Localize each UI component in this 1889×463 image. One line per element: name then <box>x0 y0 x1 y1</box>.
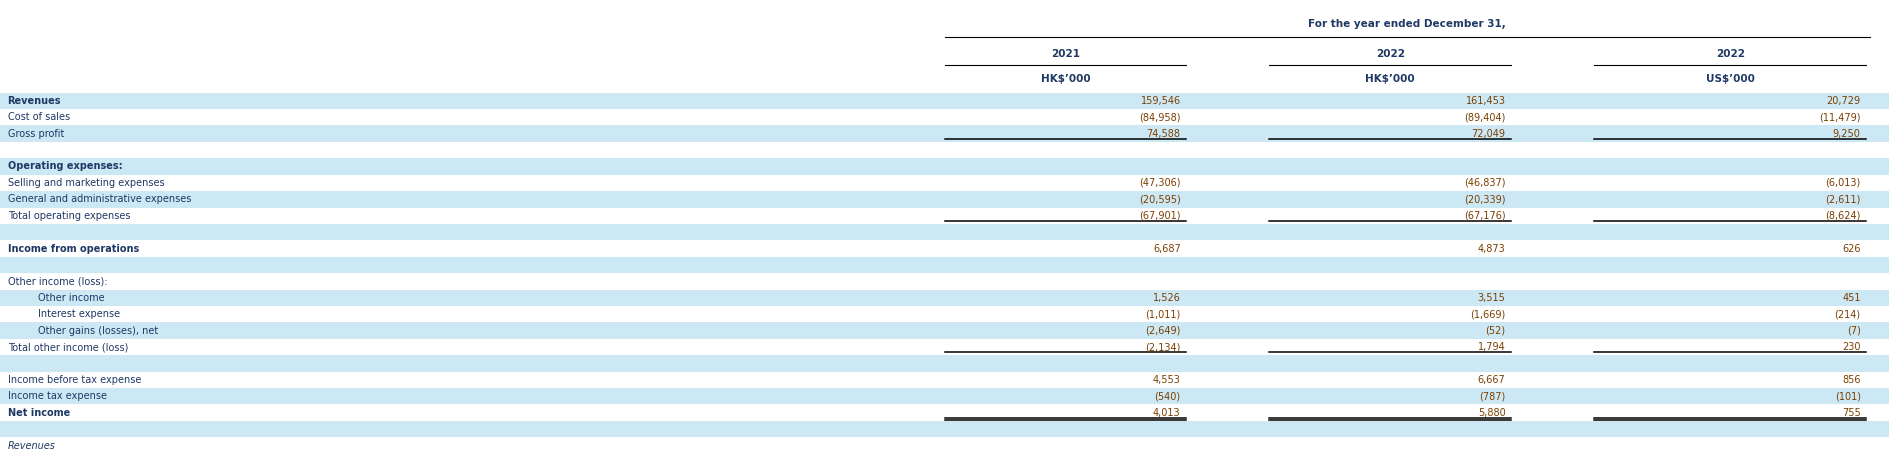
Text: (214): (214) <box>1834 309 1861 319</box>
Bar <box>0 224 1889 240</box>
Text: Other income (loss):: Other income (loss): <box>8 276 108 287</box>
Bar <box>0 355 1889 372</box>
Bar <box>0 93 1889 109</box>
Text: (47,306): (47,306) <box>1139 178 1181 188</box>
Text: 3,515: 3,515 <box>1477 293 1506 303</box>
Text: (89,404): (89,404) <box>1464 112 1506 122</box>
Text: 755: 755 <box>1842 408 1861 418</box>
Bar <box>0 191 1889 207</box>
Text: (2,649): (2,649) <box>1145 325 1181 336</box>
Text: (52): (52) <box>1485 325 1506 336</box>
Bar <box>0 289 1889 306</box>
Text: Other gains (losses), net: Other gains (losses), net <box>38 325 159 336</box>
Bar <box>0 388 1889 405</box>
Text: 20,729: 20,729 <box>1827 96 1861 106</box>
Text: 2021: 2021 <box>1050 49 1081 59</box>
Text: Revenues: Revenues <box>8 96 60 106</box>
Text: (11,479): (11,479) <box>1819 112 1861 122</box>
Text: 856: 856 <box>1842 375 1861 385</box>
Text: 72,049: 72,049 <box>1472 129 1506 138</box>
Bar <box>0 257 1889 273</box>
Text: 1,526: 1,526 <box>1152 293 1181 303</box>
Text: Income tax expense: Income tax expense <box>8 391 106 401</box>
Text: (540): (540) <box>1154 391 1181 401</box>
Text: 4,013: 4,013 <box>1152 408 1181 418</box>
Text: 9,250: 9,250 <box>1832 129 1861 138</box>
Text: Gross profit: Gross profit <box>8 129 64 138</box>
Text: 6,667: 6,667 <box>1477 375 1506 385</box>
Text: 230: 230 <box>1842 342 1861 352</box>
Text: HK$’000: HK$’000 <box>1041 74 1090 84</box>
Text: Interest expense: Interest expense <box>38 309 119 319</box>
Bar <box>0 421 1889 438</box>
Text: 451: 451 <box>1842 293 1861 303</box>
Text: HK$’000: HK$’000 <box>1366 74 1415 84</box>
Text: 4,553: 4,553 <box>1152 375 1181 385</box>
Text: US$’000: US$’000 <box>1706 74 1755 84</box>
Text: 1,794: 1,794 <box>1477 342 1506 352</box>
Text: (7): (7) <box>1847 325 1861 336</box>
Text: (2,611): (2,611) <box>1825 194 1861 204</box>
Text: (8,624): (8,624) <box>1825 211 1861 221</box>
Text: 161,453: 161,453 <box>1466 96 1506 106</box>
Text: (46,837): (46,837) <box>1464 178 1506 188</box>
Text: (1,669): (1,669) <box>1470 309 1506 319</box>
Text: Operating expenses:: Operating expenses: <box>8 162 123 171</box>
Text: Income before tax expense: Income before tax expense <box>8 375 142 385</box>
Text: (20,595): (20,595) <box>1139 194 1181 204</box>
Text: 626: 626 <box>1842 244 1861 254</box>
Text: (787): (787) <box>1479 391 1506 401</box>
Text: (2,134): (2,134) <box>1145 342 1181 352</box>
Text: 2022: 2022 <box>1375 49 1405 59</box>
Text: Selling and marketing expenses: Selling and marketing expenses <box>8 178 164 188</box>
Text: 2022: 2022 <box>1715 49 1745 59</box>
Bar <box>0 158 1889 175</box>
Bar <box>0 322 1889 339</box>
Text: 5,880: 5,880 <box>1477 408 1506 418</box>
Text: (101): (101) <box>1834 391 1861 401</box>
Text: For the year ended December 31,: For the year ended December 31, <box>1309 19 1506 29</box>
Text: (67,901): (67,901) <box>1139 211 1181 221</box>
Text: (1,011): (1,011) <box>1145 309 1181 319</box>
Text: General and administrative expenses: General and administrative expenses <box>8 194 191 204</box>
Text: Cost of sales: Cost of sales <box>8 112 70 122</box>
Text: (20,339): (20,339) <box>1464 194 1506 204</box>
Text: 74,588: 74,588 <box>1147 129 1181 138</box>
Text: (84,958): (84,958) <box>1139 112 1181 122</box>
Text: Income from operations: Income from operations <box>8 244 138 254</box>
Text: 6,687: 6,687 <box>1152 244 1181 254</box>
Text: (67,176): (67,176) <box>1464 211 1506 221</box>
Text: Revenues: Revenues <box>8 440 55 450</box>
Text: 4,873: 4,873 <box>1477 244 1506 254</box>
Text: Total other income (loss): Total other income (loss) <box>8 342 128 352</box>
Text: 159,546: 159,546 <box>1141 96 1181 106</box>
Text: Total operating expenses: Total operating expenses <box>8 211 130 221</box>
Bar <box>0 125 1889 142</box>
Text: Other income: Other income <box>38 293 104 303</box>
Text: (6,013): (6,013) <box>1825 178 1861 188</box>
Text: Net income: Net income <box>8 408 70 418</box>
